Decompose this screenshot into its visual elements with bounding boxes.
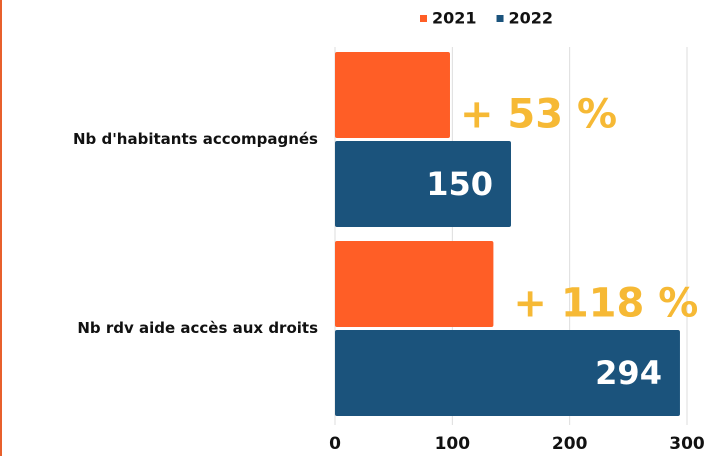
left-border [0,0,2,456]
bar [335,241,494,327]
legend-label: 2021 [432,9,477,28]
legend-swatch [420,15,427,22]
x-tick-label: 200 [552,434,588,454]
legend-swatch [496,15,504,22]
x-tick-label: 100 [435,434,471,454]
annotation: + 118 % [513,281,698,327]
bar [335,141,511,227]
x-tick-label: 0 [329,434,341,454]
category-label: Nb d'habitants accompagnés [73,130,318,148]
annotation: + 53 % [460,92,617,138]
bar [335,330,680,416]
data-label: 294 [595,354,662,392]
bar [335,52,450,138]
legend-label: 2022 [509,9,554,28]
data-label: 150 [426,165,493,203]
category-label: Nb rdv aide accès aux droits [77,319,318,337]
x-tick-label: 300 [669,434,705,454]
